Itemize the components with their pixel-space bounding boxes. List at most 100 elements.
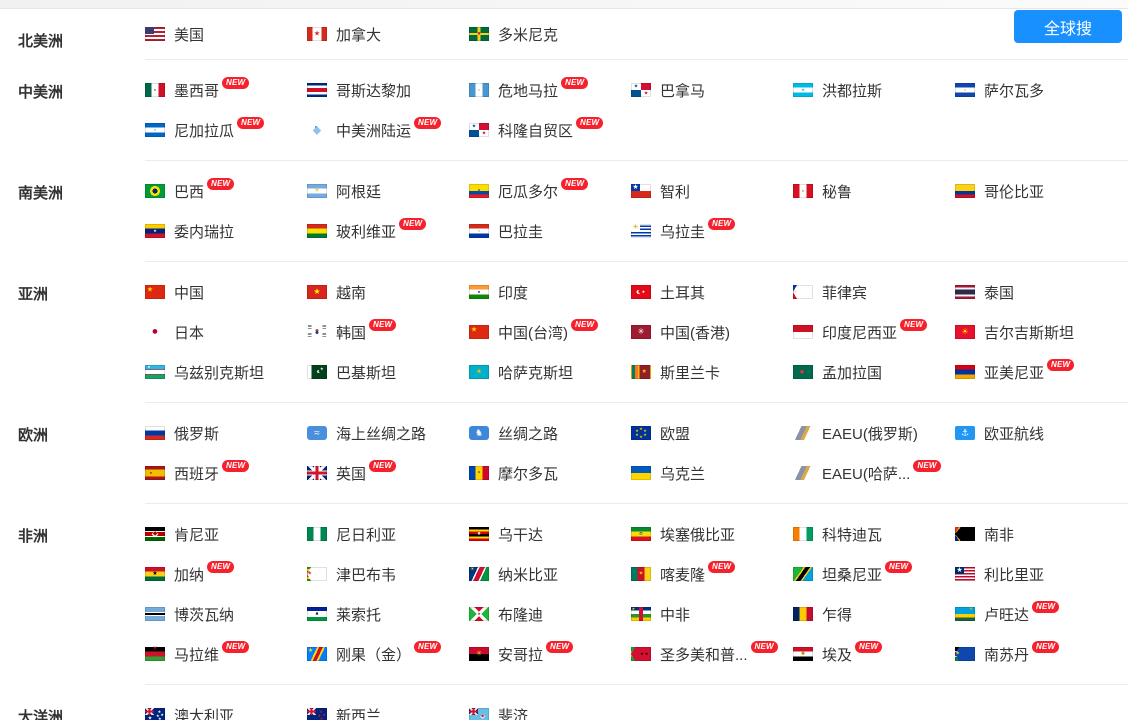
country-item[interactable]: ★ 加纳 NEW <box>145 554 307 594</box>
country-item[interactable]: ● ● ★ 土耳其 <box>631 272 793 312</box>
country-item[interactable]: ● 巴拉圭 <box>469 211 631 251</box>
country-item[interactable]: 南非 <box>955 514 1117 554</box>
country-item[interactable]: ● 危地马拉 NEW <box>469 70 631 110</box>
country-item[interactable]: ☀ 卢旺达 NEW <box>955 594 1117 634</box>
country-item[interactable]: ★ 洪都拉斯 <box>793 70 955 110</box>
country-item[interactable]: ● 印度 <box>469 272 631 312</box>
country-name: 印度 <box>498 284 529 302</box>
country-item[interactable]: 印度尼西亚 NEW <box>793 312 955 352</box>
country-item[interactable]: 乌克兰 <box>631 453 793 493</box>
country-item[interactable]: ★ 津巴布韦 <box>307 554 469 594</box>
flag-emblem: ● <box>317 368 322 375</box>
country-item[interactable]: ● ● ☰ ☰ ☰ ☰ 韩国 NEW <box>307 312 469 352</box>
country-item[interactable]: ★ 南苏丹 NEW <box>955 634 1117 674</box>
country-name: 美国 <box>174 26 205 44</box>
country-item[interactable]: ★ ★ ★ ★ ★ ★ 欧盟 <box>631 413 793 453</box>
country-name: 土耳其 <box>660 284 706 302</box>
country-item[interactable]: ◆ ◆ 肯尼亚 <box>145 514 307 554</box>
country-item[interactable]: ● 日本 <box>145 312 307 352</box>
country-item[interactable]: ● 多米尼克 <box>469 14 631 54</box>
global-search-button[interactable]: 全球搜 <box>1014 10 1122 43</box>
new-badge: NEW <box>561 77 589 89</box>
country-item[interactable]: ✳ 中国(香港) <box>631 312 793 352</box>
country-name: 中美洲陆运 <box>336 122 412 140</box>
country-item[interactable]: ◆ 埃及 NEW <box>793 634 955 674</box>
country-item[interactable]: ● 秘鲁 <box>793 171 955 211</box>
country-item[interactable]: 巴西 NEW <box>145 171 307 211</box>
country-item[interactable]: ● 尼加拉瓜 NEW <box>145 110 307 150</box>
country-item[interactable]: ◆ ● 中美洲陆运 NEW <box>307 110 469 150</box>
country-item[interactable]: 英国 NEW <box>307 453 469 493</box>
country-item[interactable]: ● 孟加拉国 <box>793 352 955 392</box>
country-item[interactable]: ● ★ 埃塞俄比亚 <box>631 514 793 554</box>
country-item[interactable]: ● 厄瓜多尔 NEW <box>469 171 631 211</box>
flag-emblem: ● <box>963 87 967 92</box>
country-item[interactable]: ★ 刚果（金） NEW <box>307 634 469 674</box>
country-item[interactable]: ★ ★ ★ ★ 新西兰 <box>307 695 469 720</box>
country-item[interactable]: ⚓ 欧亚航线 <box>955 413 1117 453</box>
flag-emblem: ☀ <box>961 327 969 336</box>
country-item[interactable]: 玻利维亚 NEW <box>307 211 469 251</box>
country-item[interactable]: ● 墨西哥 NEW <box>145 70 307 110</box>
country-item[interactable]: ● 乌兹别克斯坦 <box>145 352 307 392</box>
uruguay-flag-icon: ☀ <box>631 224 651 238</box>
country-item[interactable]: ★ 加拿大 <box>307 14 469 54</box>
country-item[interactable]: ★ 中非 <box>631 594 793 634</box>
country-item[interactable]: 博茨瓦纳 <box>145 594 307 634</box>
country-item[interactable]: ★ ★ 巴拿马 <box>631 70 793 110</box>
country-item[interactable]: 坦桑尼亚 NEW <box>793 554 955 594</box>
country-item[interactable]: ★ ★ ★ ★ ★ 澳大利亚 <box>145 695 307 720</box>
country-item[interactable]: ☀ 阿根廷 <box>307 171 469 211</box>
country-item[interactable]: ★ 越南 <box>307 272 469 312</box>
country-item[interactable]: ☀ 菲律宾 <box>793 272 955 312</box>
kenya-flag-icon: ◆ ◆ <box>145 527 165 541</box>
country-item[interactable]: ★ 委内瑞拉 <box>145 211 307 251</box>
country-item[interactable]: 美国 <box>145 14 307 54</box>
country-item[interactable]: ☀ 吉尔吉斯斯坦 <box>955 312 1117 352</box>
country-item[interactable]: ★ 喀麦隆 NEW <box>631 554 793 594</box>
country-item[interactable]: ● 西班牙 NEW <box>145 453 307 493</box>
country-item[interactable]: 尼日利亚 <box>307 514 469 554</box>
turkey-flag-icon: ● ● ★ <box>631 285 651 299</box>
country-item[interactable]: EAEU(俄罗斯) <box>793 413 955 453</box>
country-name: 孟加拉国 <box>822 364 883 382</box>
flag-emblem: ★ <box>955 650 960 657</box>
country-item[interactable]: ★ 中国 <box>145 272 307 312</box>
country-name: 智利 <box>660 183 691 201</box>
country-item[interactable]: ☀ 哈萨克斯坦 <box>469 352 631 392</box>
flag-emblem: ● <box>151 325 159 338</box>
country-item[interactable]: ● ● 乌干达 <box>469 514 631 554</box>
country-item[interactable]: 哥伦比亚 <box>955 171 1117 211</box>
country-item[interactable]: ● 摩尔多瓦 <box>469 453 631 493</box>
country-item[interactable]: ♞ 丝绸之路 <box>469 413 631 453</box>
country-item[interactable]: ★ 斯里兰卡 <box>631 352 793 392</box>
country-item[interactable]: 泰国 <box>955 272 1117 312</box>
country-item[interactable]: ☀ 乌拉圭 NEW <box>631 211 793 251</box>
country-name: 埃塞俄比亚 <box>660 526 736 544</box>
country-item[interactable]: ● ● ★ 巴基斯坦 <box>307 352 469 392</box>
country-item[interactable]: 哥斯达黎加 <box>307 70 469 110</box>
country-item[interactable]: ★ 中国(台湾) NEW <box>469 312 631 352</box>
country-item[interactable]: ★ ★ 科隆自贸区 NEW <box>469 110 631 150</box>
country-item[interactable]: 科特迪瓦 <box>793 514 955 554</box>
country-item[interactable]: ✳ 安哥拉 NEW <box>469 634 631 674</box>
country-item[interactable]: ☀ 马拉维 NEW <box>145 634 307 674</box>
country-item[interactable]: ★ ★ 圣多美和普... NEW <box>631 634 793 674</box>
new-badge: NEW <box>561 178 589 190</box>
country-item[interactable]: ★ 利比里亚 <box>955 554 1117 594</box>
country-item[interactable]: ● ★ 布隆迪 <box>469 594 631 634</box>
country-item[interactable]: ★ 智利 <box>631 171 793 211</box>
country-item[interactable]: ▲ 莱索托 <box>307 594 469 634</box>
new-badge: NEW <box>900 319 928 331</box>
country-name: 斯里兰卡 <box>660 364 721 382</box>
country-item[interactable]: 亚美尼亚 NEW <box>955 352 1117 392</box>
country-item[interactable]: ≈ 海上丝绸之路 <box>307 413 469 453</box>
country-name: 丝绸之路 <box>498 425 559 443</box>
country-item[interactable]: EAEU(哈萨... NEW <box>793 453 955 493</box>
top-divider-strip <box>0 0 1128 9</box>
country-item[interactable]: ☀ 纳米比亚 <box>469 554 631 594</box>
country-item[interactable]: ◆ ◆ 斐济 <box>469 695 631 720</box>
country-item[interactable]: ● 萨尔瓦多 <box>955 70 1117 110</box>
country-item[interactable]: 乍得 <box>793 594 955 634</box>
country-item[interactable]: 俄罗斯 <box>145 413 307 453</box>
